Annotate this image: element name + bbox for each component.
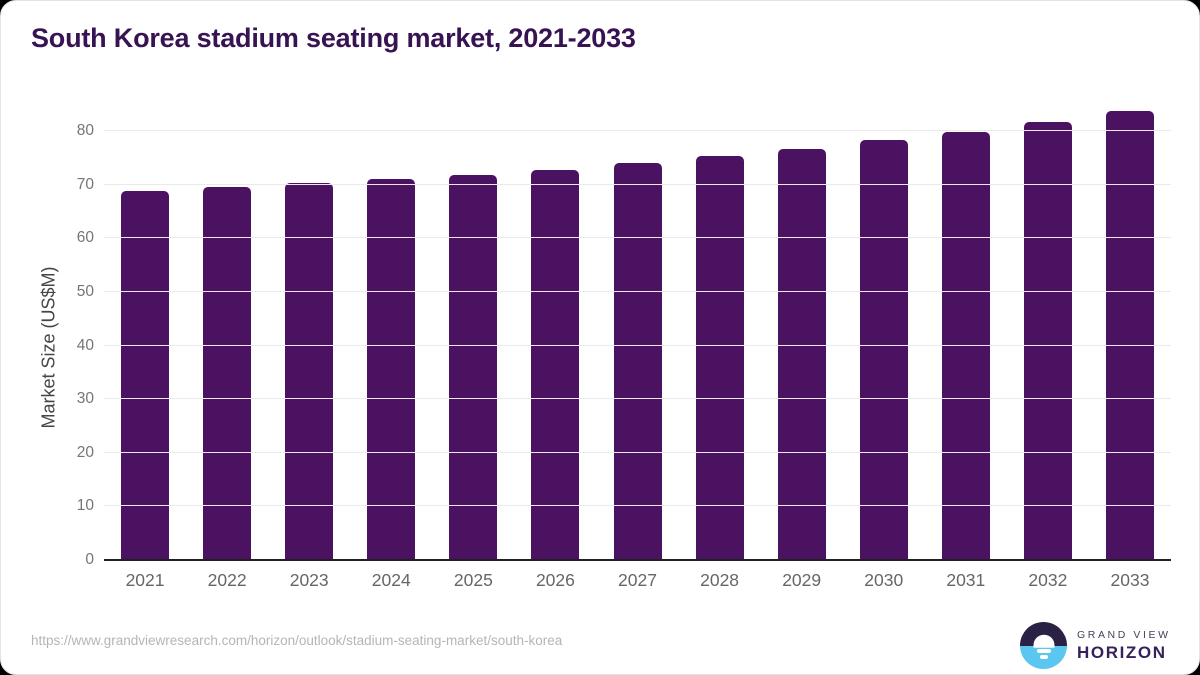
logo-text: GRAND VIEW HORIZON — [1077, 629, 1171, 663]
x-label-2022: 2022 — [207, 570, 247, 590]
y-tick-20: 20 — [76, 443, 94, 461]
gridline-80 — [104, 130, 1171, 131]
x-label-2033: 2033 — [1110, 570, 1150, 590]
x-label-2031: 2031 — [946, 570, 986, 590]
gridline-20 — [104, 451, 1171, 453]
bar-2022 — [203, 187, 252, 559]
plot-area: 0 10 20 30 40 50 60 70 80 — [77, 99, 1171, 568]
y-tick-80: 80 — [76, 122, 94, 139]
x-label-2030: 2030 — [864, 570, 904, 590]
y-tick-70: 70 — [76, 175, 94, 193]
bar-2025 — [449, 175, 498, 559]
bar-2032 — [1023, 121, 1072, 559]
y-tick-0: 0 — [85, 551, 94, 568]
bar-slot — [1007, 99, 1089, 559]
x-label-2025: 2025 — [453, 570, 493, 590]
horizon-sun-icon — [1020, 622, 1067, 669]
logo-sun — [1033, 634, 1054, 648]
bar-2027 — [613, 163, 662, 559]
bar-2029 — [777, 148, 826, 559]
bar-2023 — [285, 183, 334, 559]
source-url: https://www.grandviewresearch.com/horizo… — [31, 633, 563, 648]
logo-reflection-line-1 — [1036, 649, 1051, 653]
gridline-50 — [104, 290, 1171, 292]
gridline-60 — [104, 237, 1171, 239]
bar-slot — [268, 99, 350, 559]
gridline-10 — [104, 505, 1171, 507]
bar-2021 — [121, 190, 170, 559]
bar-2026 — [531, 169, 580, 559]
bar-slot — [186, 99, 268, 559]
bars-container — [104, 99, 1171, 559]
y-tick-60: 60 — [76, 229, 94, 247]
bar-slot — [925, 99, 1007, 559]
logo-product-name: HORIZON — [1077, 642, 1167, 662]
bar-slot — [350, 99, 432, 559]
y-tick-40: 40 — [76, 336, 94, 354]
bar-slot — [104, 99, 186, 559]
bar-2028 — [695, 156, 744, 559]
x-axis-labels: 2021 2022 2023 2024 2025 2026 2027 2028 2029 2030… — [104, 561, 1171, 591]
bar-slot — [514, 99, 596, 559]
bar-2024 — [367, 179, 416, 559]
bar-slot — [761, 99, 843, 559]
x-label-2027: 2027 — [618, 570, 657, 590]
logo-sky-half — [1020, 622, 1067, 646]
y-tick-10: 10 — [76, 497, 94, 515]
y-axis-label: Market Size (US$M) — [38, 266, 59, 429]
x-label-2029: 2029 — [782, 570, 822, 590]
x-label-2024: 2024 — [371, 570, 411, 590]
logo-reflection-line-2 — [1039, 655, 1048, 659]
bar-slot — [843, 99, 925, 559]
bar-2030 — [859, 140, 908, 559]
y-tick-50: 50 — [76, 282, 94, 300]
bar-slot — [432, 99, 514, 559]
x-label-2032: 2032 — [1028, 570, 1068, 590]
bar-slot — [596, 99, 678, 559]
logo-brand-name: GRAND VIEW — [1077, 628, 1171, 641]
bar-slot — [1089, 99, 1171, 559]
bar-slot — [679, 99, 761, 559]
x-label-2028: 2028 — [700, 570, 740, 590]
gridline-70 — [104, 183, 1171, 185]
x-label-2021: 2021 — [125, 570, 165, 590]
x-label-2026: 2026 — [535, 570, 575, 590]
gridline-40 — [104, 344, 1171, 346]
y-tick-30: 30 — [76, 390, 94, 408]
x-label-2023: 2023 — [289, 570, 329, 590]
chart-title: South Korea stadium seating market, 2021… — [31, 23, 636, 53]
gridline-30 — [104, 398, 1171, 400]
grand-view-horizon-logo: GRAND VIEW HORIZON — [1020, 622, 1171, 669]
bar-2033 — [1105, 111, 1154, 559]
